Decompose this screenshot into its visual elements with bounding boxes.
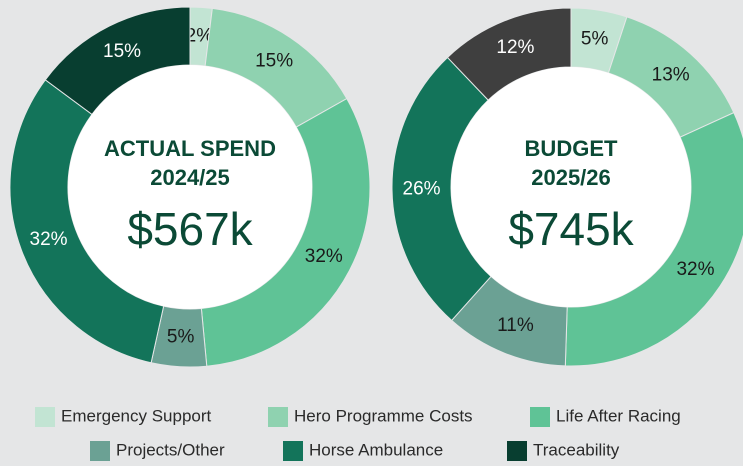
legend-label: Traceability — [533, 440, 620, 459]
value-label: 11% — [497, 315, 534, 336]
value-label: 13% — [652, 65, 690, 86]
center-title: ACTUAL SPEND — [104, 136, 276, 161]
center-subtitle: 2024/25 — [150, 165, 230, 190]
center-total: $567k — [127, 203, 253, 255]
donut-hole — [451, 67, 691, 307]
legend-swatch — [283, 441, 303, 461]
value-label: 2% — [186, 25, 214, 46]
legend-swatch — [90, 441, 110, 461]
center-total: $745k — [508, 203, 634, 255]
value-label: 32% — [30, 229, 68, 250]
legend-swatch — [530, 407, 550, 427]
legend-swatch — [268, 407, 288, 427]
value-label: 5% — [167, 327, 195, 348]
center-subtitle: 2025/26 — [531, 165, 611, 190]
center-title: BUDGET — [525, 136, 618, 161]
legend-label: Life After Racing — [556, 406, 681, 425]
value-label: 32% — [676, 259, 714, 280]
value-label: 15% — [255, 51, 293, 72]
legend-swatch — [35, 407, 55, 427]
legend-label: Emergency Support — [61, 406, 212, 425]
value-label: 32% — [305, 246, 343, 267]
value-label: 12% — [496, 37, 534, 58]
value-label: 15% — [103, 41, 141, 62]
value-label: 26% — [403, 178, 441, 199]
donut-segment — [9, 79, 165, 364]
value-label: 5% — [581, 28, 609, 49]
legend-label: Hero Programme Costs — [294, 406, 473, 425]
legend-swatch — [507, 441, 527, 461]
donut-hole — [68, 65, 312, 309]
donut-segment — [564, 111, 743, 367]
legend-label: Horse Ambulance — [309, 440, 443, 459]
legend-label: Projects/Other — [116, 440, 225, 459]
